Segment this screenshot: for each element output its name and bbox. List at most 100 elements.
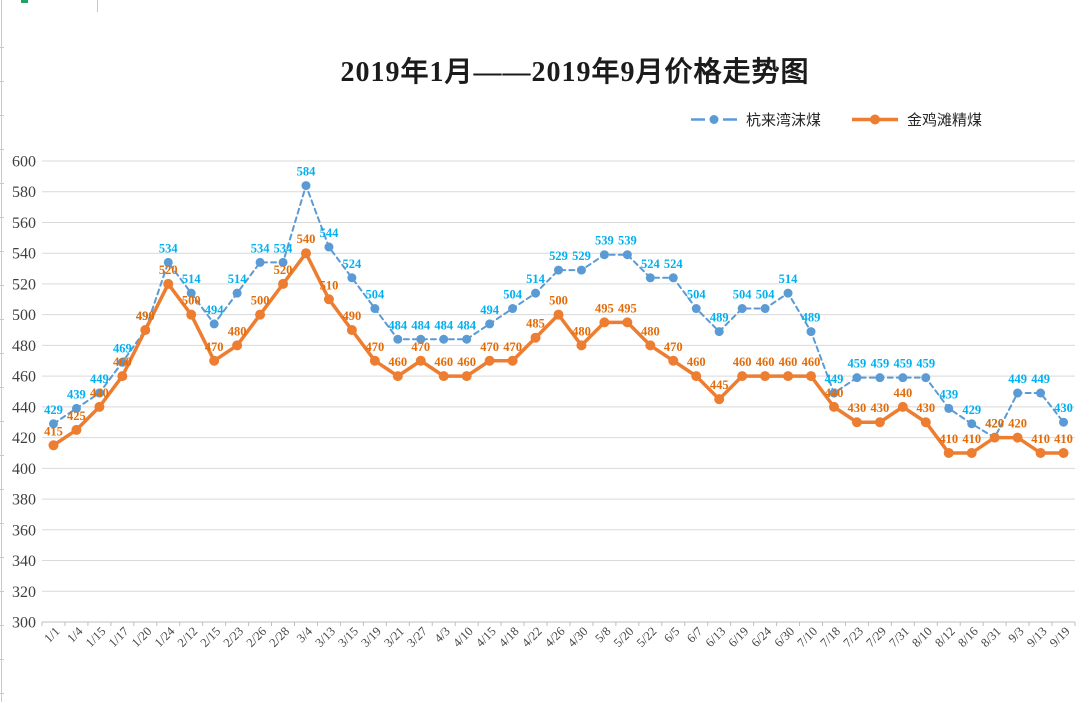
data-point[interactable] [967,419,977,429]
data-point[interactable] [1036,388,1046,398]
svg-text:4/22: 4/22 [519,624,545,650]
data-point[interactable] [1012,432,1023,443]
data-point[interactable] [117,357,127,367]
data-point[interactable] [530,332,541,343]
data-point[interactable] [94,401,105,412]
data-point[interactable] [622,250,632,260]
svg-text:480: 480 [12,338,36,355]
data-point[interactable] [278,257,288,267]
data-point[interactable] [944,403,954,413]
data-point[interactable] [691,304,701,314]
data-point[interactable] [828,401,839,412]
data-point[interactable] [163,257,173,267]
data-point[interactable] [209,319,219,329]
svg-text:320: 320 [12,584,36,601]
data-point[interactable] [232,288,242,298]
legend-item-hanglaiwan-coal[interactable]: 杭来湾沫煤 [690,109,821,130]
data-point[interactable] [599,317,610,328]
data-point[interactable] [989,432,1000,443]
data-point[interactable] [346,325,357,336]
data-point[interactable] [369,355,380,366]
data-point[interactable] [255,309,266,320]
data-point[interactable] [186,288,196,298]
data-point[interactable] [209,355,220,366]
data-point[interactable] [576,340,587,351]
data-point[interactable] [439,334,449,344]
data-point[interactable] [921,373,931,383]
data-point[interactable] [1035,447,1046,458]
data-point[interactable] [920,417,931,428]
data-point[interactable] [370,304,380,314]
data-point[interactable] [554,265,563,275]
data-point[interactable] [645,340,656,351]
data-point[interactable] [897,401,908,412]
data-point[interactable] [71,403,81,413]
data-label: 449 [825,372,844,386]
data-point[interactable] [737,304,747,314]
data-point[interactable] [278,278,289,289]
data-point[interactable] [48,440,59,451]
data-point[interactable] [576,265,586,275]
data-point[interactable] [737,371,748,382]
data-point[interactable] [1059,417,1069,427]
data-point[interactable] [94,388,104,398]
data-point[interactable] [186,309,197,320]
data-point[interactable] [760,371,771,382]
data-point[interactable] [485,319,495,329]
data-point[interactable] [507,355,518,366]
data-point[interactable] [599,250,609,260]
data-point[interactable] [484,355,495,366]
data-point[interactable] [461,371,472,382]
data-point[interactable] [416,334,426,344]
data-point[interactable] [1013,388,1023,398]
data-point[interactable] [806,327,816,337]
data-point[interactable] [232,340,243,351]
data-point[interactable] [668,355,679,366]
svg-text:500: 500 [12,307,36,324]
data-point[interactable] [829,388,839,398]
data-point[interactable] [783,288,793,298]
data-point[interactable] [300,248,311,259]
data-point[interactable] [347,273,357,283]
data-point[interactable] [875,373,885,383]
data-point[interactable] [668,273,678,283]
spreadsheet-row-ticks [0,14,4,702]
data-point[interactable] [943,447,954,458]
data-point[interactable] [898,373,908,383]
data-point[interactable] [645,273,655,283]
data-point[interactable] [553,309,564,320]
data-point[interactable] [531,288,541,298]
data-point[interactable] [760,304,770,314]
data-point[interactable] [1058,447,1069,458]
data-point[interactable] [852,373,862,383]
data-point[interactable] [691,371,702,382]
data-point[interactable] [255,257,265,267]
svg-text:300: 300 [12,615,36,632]
data-point[interactable] [622,317,633,328]
data-label: 460 [113,355,132,369]
data-point[interactable] [393,334,403,344]
svg-text:6/5: 6/5 [661,624,682,645]
data-point[interactable] [783,371,794,382]
data-point[interactable] [438,371,449,382]
data-point[interactable] [163,278,174,289]
data-point[interactable] [462,334,472,344]
data-point[interactable] [714,394,725,405]
legend-item-jinjitan-coal[interactable]: 金鸡滩精煤 [851,109,982,130]
data-point[interactable] [508,304,518,314]
data-point[interactable] [415,355,426,366]
data-point[interactable] [806,371,817,382]
data-point[interactable] [874,417,885,428]
data-point[interactable] [851,417,862,428]
data-point[interactable] [392,371,403,382]
data-point[interactable] [117,371,128,382]
data-point[interactable] [324,242,334,252]
data-point[interactable] [71,424,82,435]
data-point[interactable] [323,294,334,305]
data-point[interactable] [48,419,58,429]
data-point[interactable] [301,181,311,191]
data-point[interactable] [714,327,724,337]
data-point[interactable] [140,325,151,336]
data-point[interactable] [966,447,977,458]
